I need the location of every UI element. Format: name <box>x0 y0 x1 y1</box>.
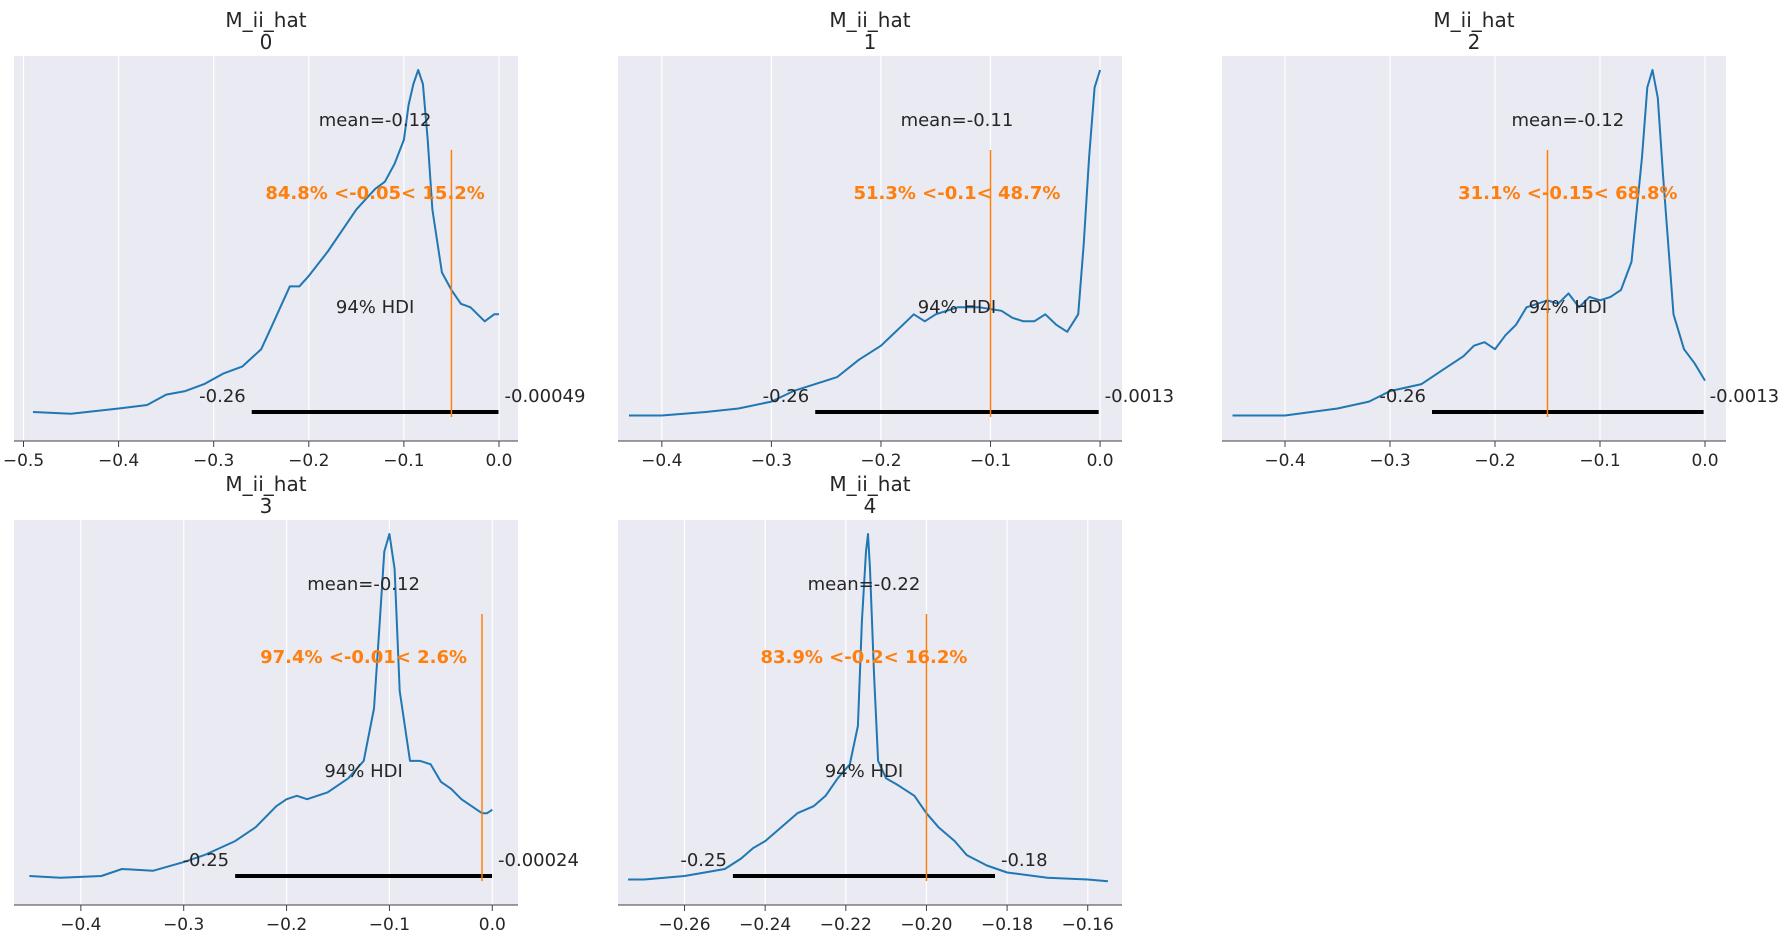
subplot-subtitle: 3 <box>260 494 273 518</box>
plot-background <box>14 520 518 905</box>
hdi-label: 94% HDI <box>1529 297 1607 318</box>
x-tick-label: −0.2 <box>266 915 307 935</box>
x-tick-label: −0.1 <box>970 451 1011 471</box>
mean-label: mean=-0.12 <box>307 574 420 595</box>
hdi-low-label: -0.26 <box>763 386 810 407</box>
x-tick-label: −0.18 <box>981 915 1033 935</box>
hdi-label: 94% HDI <box>336 297 414 318</box>
hdi-label: 94% HDI <box>918 297 996 318</box>
subplot-title: M_ii_hat <box>1433 8 1514 32</box>
subplot-subtitle: 0 <box>260 30 273 54</box>
hdi-label: 94% HDI <box>825 761 903 782</box>
subplot-title: M_ii_hat <box>225 472 306 496</box>
x-tick-label: −0.3 <box>193 451 234 471</box>
subplot-subtitle: 2 <box>1468 30 1481 54</box>
hdi-high-label: -0.18 <box>1001 850 1048 871</box>
x-tick-label: −0.26 <box>658 915 710 935</box>
plot-background <box>14 56 518 441</box>
reference-label: 83.9% <-0.2< 16.2% <box>760 647 967 668</box>
hdi-low-label: -0.25 <box>183 850 230 871</box>
mean-label: mean=-0.22 <box>808 574 921 595</box>
plot-background <box>618 56 1122 441</box>
x-tick-label: −0.2 <box>1474 451 1515 471</box>
hdi-high-label: -0.0013 <box>1105 386 1174 407</box>
x-tick-label: −0.4 <box>60 915 101 935</box>
x-tick-label: 0.0 <box>1691 451 1718 471</box>
hdi-label: 94% HDI <box>324 761 402 782</box>
subplot-title: M_ii_hat <box>829 8 910 32</box>
plot-background <box>1222 56 1726 441</box>
x-tick-label: −0.3 <box>163 915 204 935</box>
subplot-subtitle: 1 <box>864 30 877 54</box>
subplot-subtitle: 4 <box>864 494 877 518</box>
reference-label: 31.1% <-0.15< 68.8% <box>1458 183 1677 204</box>
x-tick-label: −0.3 <box>751 451 792 471</box>
x-tick-label: −0.1 <box>383 451 424 471</box>
x-tick-label: −0.4 <box>98 451 139 471</box>
hdi-high-label: -0.00049 <box>505 386 586 407</box>
hdi-high-label: -0.00024 <box>498 850 579 871</box>
hdi-low-label: -0.26 <box>1379 386 1426 407</box>
x-tick-label: −0.22 <box>820 915 872 935</box>
density-curve <box>628 533 1108 883</box>
hdi-low-label: -0.26 <box>199 386 246 407</box>
x-tick-label: −0.20 <box>900 915 952 935</box>
x-tick-label: −0.1 <box>369 915 410 935</box>
x-tick-label: 0.0 <box>1087 451 1114 471</box>
x-tick-label: −0.3 <box>1369 451 1410 471</box>
reference-label: 84.8% <-0.05< 15.2% <box>265 183 484 204</box>
reference-label: 97.4% <-0.01< 2.6% <box>260 647 467 668</box>
x-tick-label: −0.2 <box>288 451 329 471</box>
x-tick-label: 0.0 <box>485 451 512 471</box>
x-tick-label: −0.1 <box>1579 451 1620 471</box>
subplot-title: M_ii_hat <box>829 472 910 496</box>
density-curve <box>32 69 499 415</box>
density-curve <box>629 69 1102 417</box>
hdi-low-label: -0.25 <box>680 850 727 871</box>
x-tick-label: −0.24 <box>739 915 791 935</box>
x-tick-label: −0.4 <box>1264 451 1305 471</box>
mean-label: mean=-0.12 <box>319 110 432 131</box>
x-tick-label: −0.4 <box>641 451 682 471</box>
x-tick-label: −0.16 <box>1062 915 1114 935</box>
reference-label: 51.3% <-0.1< 48.7% <box>853 183 1060 204</box>
mean-label: mean=-0.12 <box>1511 110 1624 131</box>
density-curve <box>29 533 493 879</box>
hdi-high-label: -0.0013 <box>1710 386 1779 407</box>
mean-label: mean=-0.11 <box>901 110 1014 131</box>
x-tick-label: −0.2 <box>860 451 901 471</box>
density-curve <box>1232 69 1706 417</box>
x-tick-label: 0.0 <box>479 915 506 935</box>
x-tick-label: −0.5 <box>3 451 44 471</box>
subplot-title: M_ii_hat <box>225 8 306 32</box>
